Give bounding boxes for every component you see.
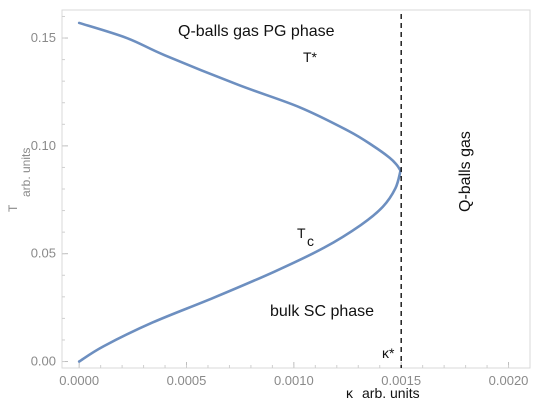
y-tick-label: 0.00 [31, 354, 56, 369]
x-tick-label: 0.0015 [381, 373, 421, 388]
qballs-gas-label: Q-balls gas [457, 131, 474, 212]
series-line-tc [77, 169, 402, 363]
tc-label: T [297, 225, 306, 241]
x-axis-symbol: κ [346, 385, 354, 401]
kappa-star-label: κ* [382, 345, 395, 361]
x-axis-ticks: 0.0000 0.0005 0.0010 0.0015 0.0020 [59, 362, 528, 388]
x-tick-label: 0.0005 [167, 373, 207, 388]
y-axis-unit: arb. units [19, 148, 33, 197]
y-tick-label: 0.05 [31, 246, 56, 261]
x-tick-label: 0.0000 [59, 373, 99, 388]
sc-phase-label: bulk SC phase [270, 303, 374, 320]
x-tick-label: 0.0010 [274, 373, 314, 388]
y-tick-label: 0.15 [31, 30, 56, 45]
y-axis-ticks: 0.00 0.05 0.10 0.15 [31, 15, 68, 369]
x-axis-unit: arb. units [362, 385, 420, 401]
tc-subscript: c [307, 233, 314, 249]
tstar-label: T* [303, 49, 318, 65]
series-layer [77, 21, 402, 363]
y-tick-label: 0.10 [31, 138, 56, 153]
y-axis-symbol: T [6, 204, 20, 212]
pg-phase-label: Q-balls gas PG phase [178, 23, 335, 40]
series-line-tstar [77, 21, 402, 172]
x-tick-label: 0.0020 [489, 373, 529, 388]
